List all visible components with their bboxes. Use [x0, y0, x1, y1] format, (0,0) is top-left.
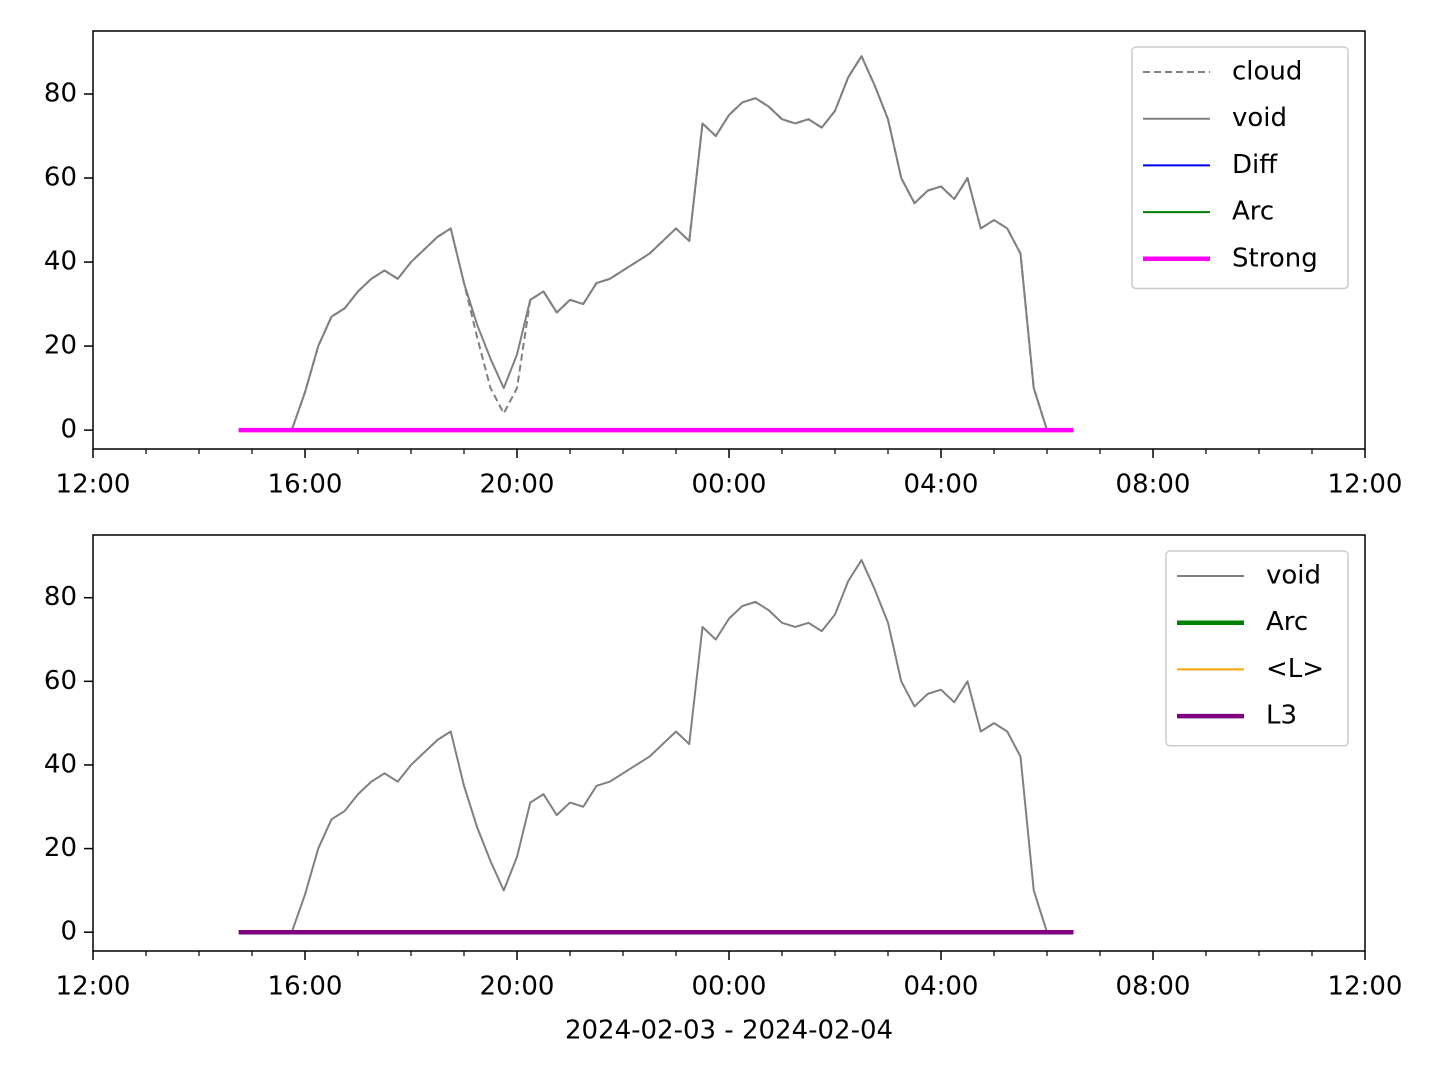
legend-label: cloud [1232, 57, 1302, 87]
x-tick-label: 00:00 [692, 470, 767, 500]
x-tick-label: 20:00 [480, 972, 555, 1002]
x-tick-label: 12:00 [56, 972, 131, 1002]
y-tick-label: 0 [60, 917, 77, 947]
legend: void Arc <L> L3 [1165, 550, 1349, 747]
x-tick-label: 04:00 [904, 470, 979, 500]
legend-label: Strong [1232, 243, 1318, 273]
series-line [238, 559, 1074, 934]
legend-frame [1165, 550, 1349, 747]
x-tick-label: 00:00 [692, 972, 767, 1002]
axes-frame [92, 534, 1366, 952]
series-line [238, 55, 1074, 432]
x-tick-label: 16:00 [268, 972, 343, 1002]
legend-label: void [1266, 561, 1321, 591]
legend-label: Arc [1266, 607, 1308, 637]
axes-frame [92, 30, 1366, 450]
subplot: 0 20 40 60 80 12:00 16:00 20:00 00:00 04:00 08:00 1… [44, 30, 1403, 500]
x-tick-label: 16:00 [268, 470, 343, 500]
x-tick-label: 20:00 [480, 470, 555, 500]
x-tick-label: 08:00 [1116, 972, 1191, 1002]
series-line [238, 55, 1074, 432]
legend-frame [1131, 46, 1349, 290]
x-tick-label: 08:00 [1116, 470, 1191, 500]
x-tick-label: 12:00 [56, 470, 131, 500]
x-axis-label: 2024-02-03 - 2024-02-04 [565, 1016, 893, 1046]
y-tick-label: 0 [60, 415, 77, 445]
legend-label: <L> [1266, 654, 1324, 684]
x-tick-label: 04:00 [904, 972, 979, 1002]
legend-label: Arc [1232, 197, 1274, 227]
y-tick-label: 40 [44, 749, 77, 779]
x-tick-label: 12:00 [1328, 470, 1403, 500]
y-tick-label: 60 [44, 163, 77, 193]
y-tick-label: 20 [44, 833, 77, 863]
legend: cloud void Diff Arc Strong [1131, 46, 1349, 290]
legend-label: L3 [1266, 701, 1297, 731]
x-tick-label: 12:00 [1328, 972, 1403, 1002]
subplot: 0 20 40 60 80 12:00 16:00 20:00 00:00 04:00 08:00 1… [44, 534, 1403, 1046]
y-tick-label: 80 [44, 582, 77, 612]
y-tick-label: 40 [44, 247, 77, 277]
legend-label: void [1232, 103, 1287, 133]
y-tick-label: 60 [44, 666, 77, 696]
y-tick-label: 20 [44, 331, 77, 361]
y-tick-label: 80 [44, 79, 77, 109]
legend-label: Diff [1232, 150, 1278, 180]
